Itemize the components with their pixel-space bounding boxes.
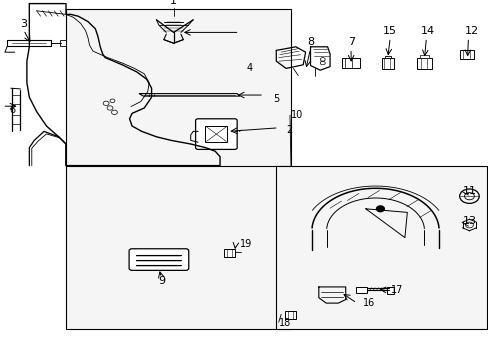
- Text: 1: 1: [170, 0, 177, 6]
- Circle shape: [376, 206, 384, 212]
- Text: 6: 6: [10, 105, 16, 115]
- Bar: [355, 287, 366, 293]
- Text: 10: 10: [290, 110, 303, 120]
- Text: 18: 18: [278, 318, 290, 328]
- Text: 2: 2: [285, 125, 292, 135]
- Text: 19: 19: [239, 239, 251, 249]
- Text: 4: 4: [246, 63, 253, 73]
- Text: 3: 3: [20, 19, 27, 29]
- FancyBboxPatch shape: [195, 119, 237, 149]
- Bar: [66, 9, 290, 167]
- Bar: [386, 287, 393, 294]
- Bar: [416, 58, 431, 69]
- Bar: [419, 55, 428, 58]
- Text: 17: 17: [390, 285, 403, 295]
- Text: 16: 16: [362, 298, 374, 308]
- Text: 15: 15: [383, 26, 396, 36]
- Bar: [342, 58, 359, 68]
- FancyBboxPatch shape: [129, 249, 188, 270]
- Bar: [224, 249, 234, 257]
- Bar: [60, 40, 65, 46]
- Text: 12: 12: [464, 26, 478, 36]
- Text: 13: 13: [462, 216, 476, 226]
- Bar: [459, 50, 473, 59]
- Text: 5: 5: [272, 94, 279, 104]
- Text: 7: 7: [348, 37, 355, 47]
- Bar: [66, 166, 290, 329]
- Bar: [381, 58, 393, 69]
- Bar: [205, 126, 227, 142]
- Text: 14: 14: [420, 26, 434, 36]
- Bar: [285, 311, 295, 319]
- Text: 8: 8: [306, 37, 313, 47]
- Bar: [276, 166, 486, 329]
- Text: 9: 9: [158, 276, 164, 287]
- Text: 11: 11: [462, 186, 476, 196]
